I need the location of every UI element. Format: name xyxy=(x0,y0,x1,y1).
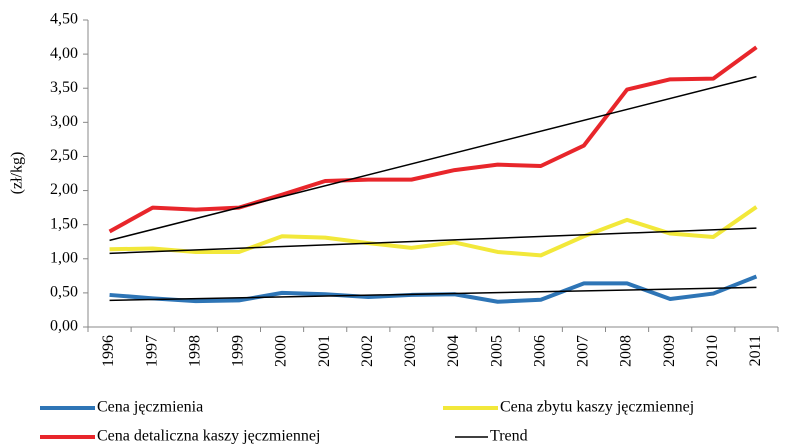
trend-line xyxy=(109,75,757,242)
x-tick-label: 1999 xyxy=(230,335,247,367)
x-tick-label: 2009 xyxy=(661,335,678,367)
x-tick-label: 2004 xyxy=(445,335,462,367)
x-tick-label: 2008 xyxy=(618,335,635,367)
legend-label: Trend xyxy=(490,428,528,445)
x-tick-label: 1998 xyxy=(186,335,203,367)
y-tick-label: 2,00 xyxy=(50,181,78,198)
x-tick-label: 2002 xyxy=(359,335,376,367)
legend-label: Cena detaliczna kaszy jęczmiennej xyxy=(97,428,320,445)
y-tick-label: 3,00 xyxy=(50,113,78,130)
trend-line xyxy=(109,286,757,302)
x-tick-label: 1997 xyxy=(143,335,160,367)
y-axis-label: (zł/kg) xyxy=(9,152,26,195)
series-line xyxy=(109,205,758,258)
x-tick-label: 2006 xyxy=(531,335,548,367)
x-tick-label: 2011 xyxy=(747,335,764,366)
y-tick-label: 0,50 xyxy=(50,284,78,301)
y-tick-label: 1,50 xyxy=(50,215,78,232)
x-tick-label: 1996 xyxy=(100,335,117,367)
x-tick-label: 2001 xyxy=(316,335,333,367)
y-tick-label: 3,50 xyxy=(50,79,78,96)
x-tick-label: 2010 xyxy=(704,335,721,367)
y-tick-label: 2,50 xyxy=(50,147,78,164)
legend-label: Cena zbytu kaszy jęczmiennej xyxy=(500,399,694,416)
x-tick-label: 2003 xyxy=(402,335,419,367)
y-tick-label: 0,00 xyxy=(50,318,78,335)
x-tick-label: 2007 xyxy=(575,335,592,367)
y-tick-label: 4,00 xyxy=(50,45,78,62)
x-tick-label: 2000 xyxy=(273,335,290,367)
x-tick-label: 2005 xyxy=(488,335,505,367)
y-tick-label: 1,00 xyxy=(50,249,78,266)
series-line xyxy=(108,45,758,234)
trend-line xyxy=(109,227,757,255)
y-tick-label: 4,50 xyxy=(50,11,78,28)
legend-label: Cena jęczmienia xyxy=(97,399,203,416)
